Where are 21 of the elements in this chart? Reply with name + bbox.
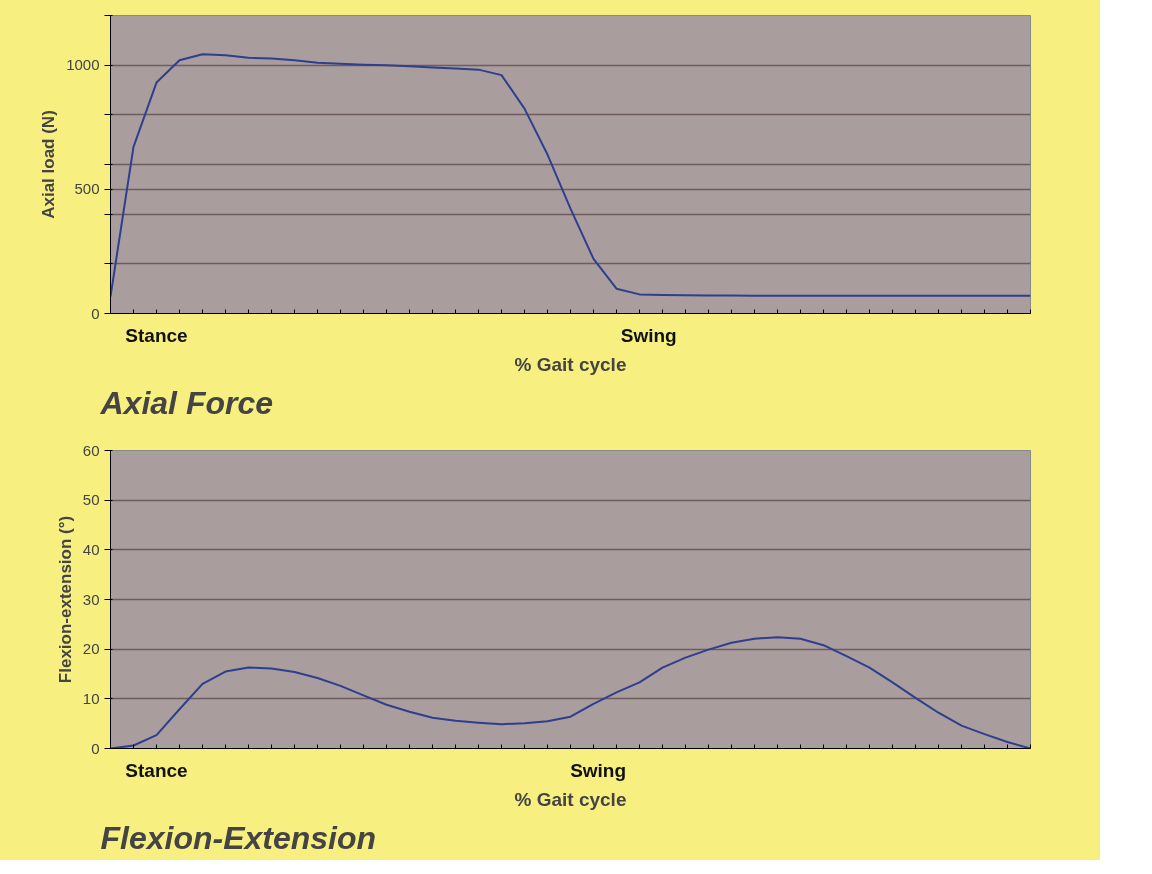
x-axis-title: % Gait cycle	[514, 788, 627, 810]
y-tick-label: 0	[91, 304, 100, 322]
text: Flexion-Extension	[100, 819, 377, 856]
text: Stance	[125, 759, 188, 781]
line-series	[110, 53, 1031, 298]
text: Stance	[125, 324, 188, 346]
y-tick-label: 500	[74, 180, 100, 198]
x-axis-title: % Gait cycle	[514, 353, 627, 375]
y-tick-label: 60	[82, 441, 100, 459]
y-tick-label: 1000	[66, 56, 100, 74]
text: Swing	[570, 759, 627, 781]
y-tick-label: 20	[82, 640, 100, 658]
y-tick-label: 30	[82, 590, 100, 608]
text: Axial Force	[99, 384, 274, 421]
y-axis-title: Flexion-extension (°)	[55, 515, 75, 684]
y-tick-label: 10	[82, 689, 100, 707]
y-tick-label: 40	[82, 540, 100, 558]
y-tick-label: 50	[82, 491, 100, 509]
y-tick-label: 0	[91, 739, 100, 757]
text: Swing	[620, 324, 677, 346]
y-axis-title: Axial load (N)	[39, 110, 59, 219]
